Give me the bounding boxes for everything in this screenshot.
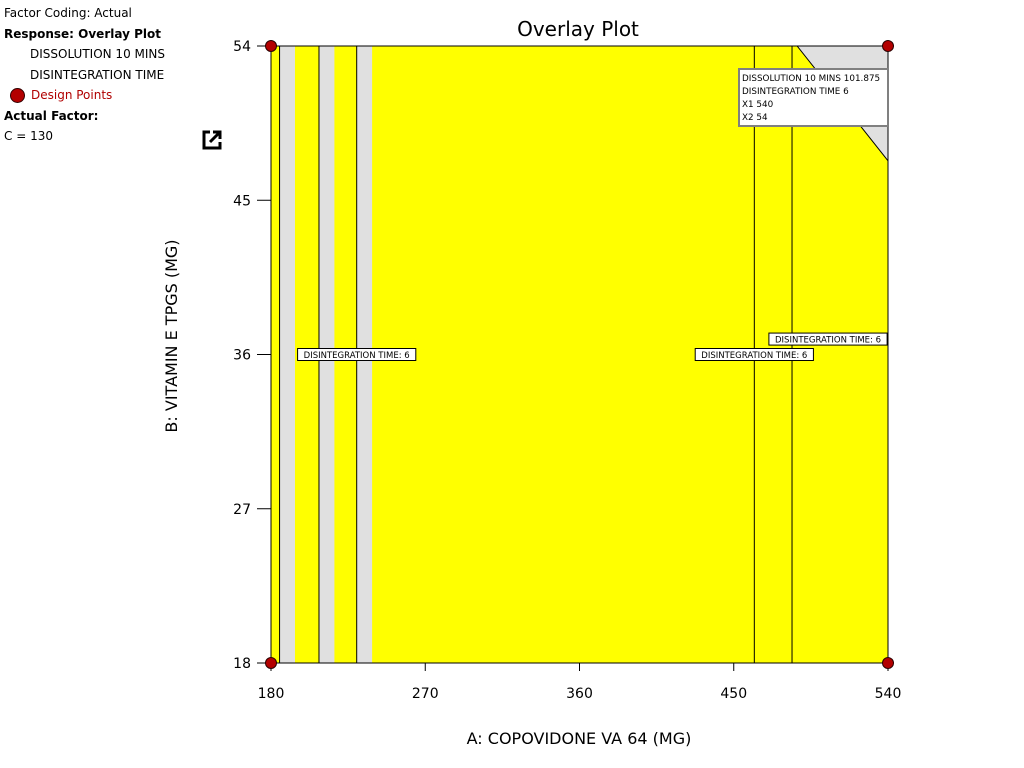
contour-label: DISINTEGRATION TIME: 6 bbox=[304, 351, 410, 361]
legend-design-points: Design Points bbox=[4, 85, 165, 106]
actual-factor-value: C = 130 bbox=[4, 129, 53, 143]
design-point-icon bbox=[10, 87, 25, 103]
contour-label-box bbox=[297, 348, 417, 361]
design-point bbox=[882, 657, 894, 669]
y-tick-label: 18 bbox=[233, 656, 251, 672]
x-tick-label: 180 bbox=[258, 686, 285, 702]
x-tick-label: 540 bbox=[875, 686, 902, 702]
tooltip-line: X1 540 bbox=[742, 100, 774, 110]
contour-label-box bbox=[694, 348, 814, 361]
y-tick-label: 36 bbox=[233, 348, 251, 364]
tooltip-line: X2 54 bbox=[742, 113, 768, 123]
design-point bbox=[882, 40, 894, 52]
factor-coding: Factor Coding: Actual bbox=[4, 6, 132, 20]
x-tick-label: 270 bbox=[412, 686, 439, 702]
x-tick-label: 450 bbox=[720, 686, 747, 702]
infeasible-band bbox=[279, 46, 295, 663]
tooltip-line: DISSOLUTION 10 MINS 101.875 bbox=[742, 74, 880, 84]
legend-item-disintegration: DISINTEGRATION TIME bbox=[30, 67, 165, 82]
y-tick-label: 27 bbox=[233, 502, 251, 518]
design-point bbox=[265, 40, 277, 52]
x-axis-label: A: COPOVIDONE VA 64 (MG) bbox=[467, 729, 692, 748]
legend-item-dissolution: DISSOLUTION 10 MINS bbox=[30, 47, 166, 61]
design-point bbox=[265, 657, 277, 669]
export-icon[interactable] bbox=[201, 129, 223, 151]
tooltip-box bbox=[738, 68, 889, 127]
tooltip-line: DISINTEGRATION TIME 6 bbox=[742, 87, 849, 97]
y-axis-label: B: VITAMIN E TPGS (MG) bbox=[162, 239, 181, 432]
chart-title: Overlay Plot bbox=[517, 17, 639, 41]
legend: Factor Coding: Actual Response: Overlay … bbox=[4, 3, 165, 147]
contour-label: DISINTEGRATION TIME: 6 bbox=[701, 351, 807, 361]
x-tick-label: 360 bbox=[566, 686, 593, 702]
y-tick-label: 54 bbox=[233, 39, 251, 55]
y-tick-label: 45 bbox=[233, 193, 251, 209]
design-points-label: Design Points bbox=[31, 88, 113, 102]
contour-label: DISINTEGRATION TIME: 6 bbox=[775, 336, 881, 346]
response-title: Response: Overlay Plot bbox=[4, 26, 161, 41]
actual-factor-label: Actual Factor: bbox=[4, 108, 99, 123]
contour-label-box bbox=[768, 332, 888, 346]
